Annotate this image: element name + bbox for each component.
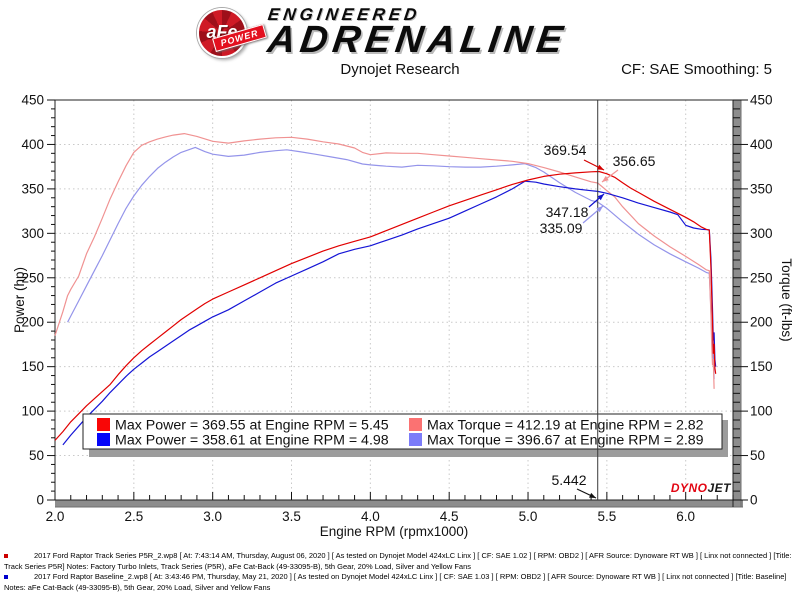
y-tick-label-right: 150 — [750, 359, 773, 374]
y-tick-label-left: 300 — [21, 226, 44, 241]
x-tick-label: 5.5 — [597, 509, 616, 524]
x-axis-bar — [55, 500, 743, 507]
curve-power-track — [54, 170, 717, 441]
legend-swatch — [97, 418, 110, 431]
x-tick-label: 6.0 — [676, 509, 695, 524]
y-tick-label-left: 50 — [29, 448, 44, 463]
x-tick-label: 4.5 — [440, 509, 459, 524]
y-axis-title-left: Power (hp) — [12, 267, 27, 333]
dynojet-watermark: DYNOJET — [671, 481, 732, 495]
annotation-arrowhead — [597, 194, 604, 201]
run-note-baseline: 2017 Ford Raptor Baseline_2.wp8 [ At: 3:… — [4, 572, 798, 593]
y-tick-label-left: 0 — [36, 493, 44, 508]
run-note-text: 2017 Ford Raptor Baseline_2.wp8 [ At: 3:… — [4, 572, 787, 592]
legend-entry: Max Power = 369.55 at Engine RPM = 5.45 — [115, 418, 389, 434]
legend-entry: Max Torque = 412.19 at Engine RPM = 2.82 — [427, 418, 704, 434]
annotation-347.18: 347.18 — [546, 204, 589, 220]
y-tick-label-right: 50 — [750, 448, 765, 463]
y-tick-label-right: 0 — [750, 493, 758, 508]
y-tick-label-right: 250 — [750, 270, 773, 285]
y-tick-label-left: 150 — [21, 359, 44, 374]
x-tick-label: 5.0 — [519, 509, 538, 524]
legend-swatch — [409, 433, 422, 446]
legend-box — [82, 413, 723, 450]
annotation-arrowhead — [602, 176, 609, 182]
y-tick-label-left: 100 — [21, 404, 44, 419]
x-tick-label: 2.0 — [46, 509, 65, 524]
x-tick-label: 3.5 — [282, 509, 301, 524]
legend-entry: Max Torque = 396.67 at Engine RPM = 2.89 — [427, 433, 704, 449]
x-axis-title: Engine RPM (rpmx1000) — [320, 524, 469, 539]
run-notes: 2017 Ford Raptor Track Series P5R_2.wp8 … — [4, 551, 798, 593]
y-tick-label-left: 250 — [21, 270, 44, 285]
curve-power-baseline — [62, 180, 717, 446]
x-tick-label: 4.0 — [361, 509, 380, 524]
x-tick-label: 2.5 — [124, 509, 143, 524]
y-axis-title-right: Torque (ft-lbs) — [779, 258, 794, 341]
y-tick-label-right: 350 — [750, 181, 773, 196]
y-tick-label-left: 450 — [21, 93, 44, 108]
y-tick-label-left: 200 — [21, 315, 44, 330]
chart-title: Dynojet Research — [340, 61, 460, 78]
legend-swatch — [97, 433, 110, 446]
x-tick-label: 3.0 — [203, 509, 222, 524]
header: aFe POWER ENGINEERED ADRENALINE Dynojet … — [0, 0, 800, 84]
y-tick-label-left: 350 — [21, 181, 44, 196]
y-tick-label-left: 400 — [21, 137, 44, 152]
annotation-arrowhead — [596, 206, 603, 213]
annotation-369.54: 369.54 — [544, 142, 587, 158]
annotation-5.442: 5.442 — [551, 472, 586, 488]
y-tick-label-right: 200 — [750, 315, 773, 330]
run-note-text: 2017 Ford Raptor Track Series P5R_2.wp8 … — [4, 551, 792, 571]
curve-torque-track — [54, 133, 715, 389]
legend-entry: Max Power = 358.61 at Engine RPM = 4.98 — [115, 433, 389, 449]
annotation-arrowhead — [589, 492, 596, 498]
y-tick-label-right: 450 — [750, 93, 773, 108]
run-marker-baseline — [4, 575, 8, 580]
y-tick-label-right: 300 — [750, 226, 773, 241]
legend-swatch — [409, 418, 422, 431]
run-marker-track — [4, 554, 8, 558]
curve-torque-baseline — [67, 146, 715, 380]
smoothing-setting: CF: SAE Smoothing: 5 — [621, 61, 772, 78]
y-tick-label-right: 100 — [750, 404, 773, 419]
y-axis-bar-right — [733, 100, 741, 507]
annotation-335.09: 335.09 — [540, 220, 583, 236]
annotation-356.65: 356.65 — [613, 153, 656, 169]
annotation-arrowhead — [597, 164, 604, 170]
y-tick-label-right: 400 — [750, 137, 773, 152]
run-note-track: 2017 Ford Raptor Track Series P5R_2.wp8 … — [4, 551, 798, 572]
brand-block: ENGINEERED ADRENALINE — [265, 5, 571, 61]
adrenaline-text: ADRENALINE — [265, 19, 571, 61]
